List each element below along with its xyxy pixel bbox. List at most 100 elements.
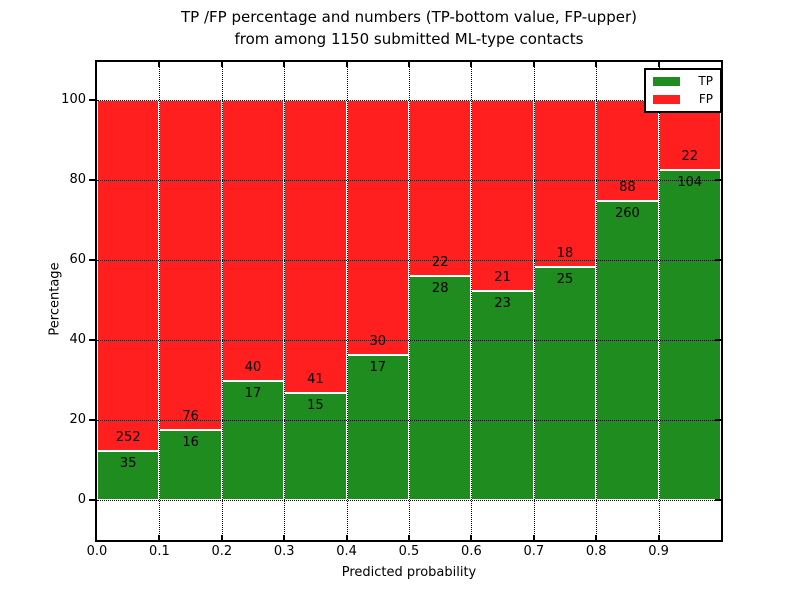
y-tick-mark-right: [715, 499, 721, 501]
x-tick-mark-top: [470, 62, 473, 67]
y-tick-mark: [89, 179, 95, 181]
x-tick-mark: [470, 535, 473, 540]
bar-segment-fp: [409, 100, 472, 276]
plot-inner: 252 35 76 16 40 17 41 15 30 17 22 28 21 23 18 25 88 260 22…: [97, 62, 721, 540]
x-tick-mark-top: [657, 62, 660, 67]
y-tick-label: 80: [69, 172, 86, 187]
y-tick-mark-right: [715, 419, 721, 421]
x-axis-label: Predicted probability: [341, 565, 477, 580]
bar-value-tp: 104: [677, 174, 703, 190]
bar-value-tp: 28: [431, 281, 449, 296]
bar-value-fp: 41: [307, 371, 324, 387]
x-tick-mark-top: [345, 62, 348, 67]
legend-swatch-tp: [653, 77, 680, 86]
x-tick-mark-top: [595, 62, 598, 67]
bar-value-tp: 25: [556, 272, 574, 288]
gridline-horizontal: [97, 260, 721, 261]
legend: TP FP: [644, 68, 722, 113]
x-tick-mark-top: [283, 62, 286, 67]
gridline-vertical: [284, 62, 286, 540]
y-tick-mark: [89, 419, 95, 421]
y-tick-label: 60: [69, 252, 86, 267]
gridline-horizontal: [97, 100, 721, 101]
gridline-vertical: [658, 62, 660, 540]
bar-segment-fp: [346, 100, 409, 356]
bar-value-tp: 35: [119, 456, 137, 472]
y-tick-mark: [89, 259, 95, 261]
gridline-vertical: [409, 62, 410, 540]
gridline-vertical: [346, 62, 348, 540]
chart-title: TP /FP percentage and numbers (TP-bottom…: [95, 6, 723, 50]
bar-value-fp: 21: [494, 269, 511, 285]
gridline-vertical: [533, 62, 535, 540]
bar-segment-tp: [284, 392, 347, 500]
gridline-vertical: [159, 62, 161, 540]
bar-value-tp: 16: [182, 435, 199, 451]
legend-entry: FP: [653, 93, 713, 106]
bar-value-tp: 260: [614, 206, 640, 222]
y-tick-mark-right: [715, 339, 721, 341]
bar-segment-tp: [471, 290, 534, 500]
bar-segment-fp: [97, 100, 160, 452]
bar-segment-fp: [533, 100, 597, 268]
bar-value-fp: 88: [619, 180, 636, 196]
bar-segment-tp: [409, 276, 472, 500]
legend-entry: TP: [653, 75, 713, 88]
bar-value-fp: 30: [369, 334, 387, 350]
bar-segment-tp: [97, 451, 160, 500]
bar-segment-tp: [658, 169, 721, 500]
gridline-horizontal: [97, 500, 721, 501]
gridline-horizontal: [97, 420, 721, 421]
y-tick-mark: [89, 499, 95, 501]
x-tick-mark: [408, 535, 410, 540]
x-tick-mark-top: [220, 62, 223, 67]
x-tick-label: 0.6: [461, 544, 482, 559]
x-tick-mark-top: [532, 62, 535, 67]
y-tick-label: 0: [77, 492, 86, 507]
chart-title-line2: from among 1150 submitted ML-type contac…: [234, 30, 584, 48]
legend-label-tp: TP: [698, 74, 713, 88]
gridline-vertical: [596, 62, 598, 540]
x-tick-label: 0.0: [86, 544, 108, 559]
x-tick-mark: [345, 535, 348, 540]
x-tick-label: 0.5: [398, 544, 420, 559]
x-tick-mark: [595, 535, 598, 540]
legend-swatch-fp: [653, 95, 680, 104]
x-tick-mark-top: [408, 62, 410, 67]
y-tick-mark-right: [715, 259, 721, 261]
bar-segment-tp: [596, 201, 659, 500]
x-tick-label: 0.7: [523, 544, 545, 559]
x-tick-mark: [283, 535, 286, 540]
bar-value-fp: 252: [115, 430, 141, 446]
bar-value-fp: 22: [431, 255, 449, 270]
y-tick-label: 40: [69, 332, 86, 347]
gridline-vertical: [221, 62, 223, 540]
gridline-vertical: [471, 62, 473, 540]
x-tick-label: 0.9: [648, 544, 669, 559]
bar-value-tp: 23: [494, 295, 511, 311]
y-tick-mark: [89, 339, 95, 341]
x-tick-label: 0.8: [585, 544, 607, 559]
bar-segment-fp: [284, 100, 347, 393]
y-tick-mark-right: [715, 179, 721, 181]
legend-label-fp: FP: [698, 92, 713, 106]
y-tick-mark: [89, 99, 95, 101]
x-tick-label: 0.1: [149, 544, 170, 559]
x-tick-mark-top: [158, 62, 161, 67]
bar-value-tp: 17: [244, 385, 262, 401]
bar-value-fp: 18: [556, 246, 574, 262]
y-axis-label: Percentage: [47, 262, 63, 336]
x-tick-mark: [220, 535, 223, 540]
bar-value-fp: 76: [182, 409, 199, 425]
bar-segment-fp: [221, 100, 285, 381]
bar-value-tp: 15: [307, 397, 324, 413]
bar-value-fp: 22: [681, 148, 699, 164]
gridline-horizontal: [97, 180, 721, 181]
bar-value-tp: 17: [369, 360, 387, 376]
x-tick-label: 0.2: [211, 544, 233, 559]
x-tick-mark: [657, 535, 660, 540]
bar-segment-fp: [471, 100, 534, 291]
x-tick-label: 0.4: [336, 544, 357, 559]
y-tick-label: 100: [61, 92, 86, 107]
y-tick-label: 20: [69, 412, 86, 427]
